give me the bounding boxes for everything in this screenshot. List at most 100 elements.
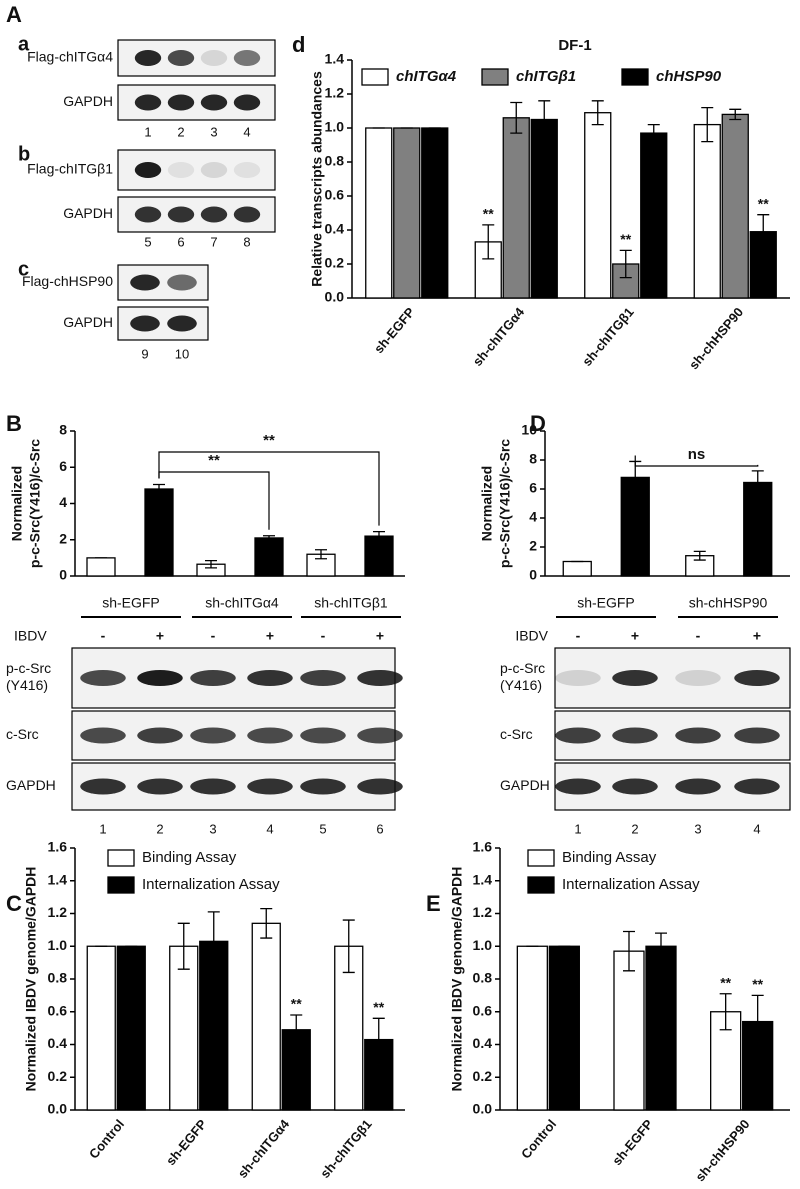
- group-label: sh-chHSP90: [689, 595, 768, 611]
- y-tick-label: 1.6: [473, 839, 493, 855]
- x-tick-label: sh-chITGα4: [470, 304, 528, 369]
- legend-label: chHSP90: [656, 68, 722, 85]
- bar: [116, 945, 146, 1111]
- significance: **: [291, 996, 302, 1012]
- error-bar: [205, 559, 217, 569]
- band: [734, 778, 780, 795]
- y-tick-label: 0: [529, 567, 537, 583]
- band: [200, 206, 228, 223]
- bar: [530, 118, 558, 299]
- y-tick-label: 0.4: [325, 221, 345, 237]
- band: [137, 670, 183, 686]
- error-bar: [751, 470, 764, 495]
- lane-number: 1: [574, 821, 581, 836]
- significance: **: [483, 206, 494, 222]
- lane-number: 4: [266, 821, 273, 836]
- lane-number: 8: [243, 234, 250, 249]
- legend-label: Internalization Assay: [562, 876, 700, 893]
- lane-number: 7: [210, 234, 217, 249]
- band: [80, 778, 126, 795]
- bracket: [158, 471, 270, 530]
- y-axis-label: p-c-Src(Y416)/c-Src: [27, 439, 43, 568]
- row-label: c-Src: [500, 726, 533, 742]
- y-tick-label: 1.6: [48, 839, 68, 855]
- row-label: Flag-chHSP90: [22, 273, 113, 289]
- band: [233, 94, 261, 111]
- band: [300, 727, 346, 744]
- row-label: (Y416): [6, 677, 48, 693]
- treatment-sign: -: [696, 628, 701, 644]
- bar: [645, 945, 677, 1111]
- bar: [613, 950, 645, 1111]
- band: [134, 162, 162, 178]
- y-tick-label: 0.8: [325, 153, 345, 169]
- error-bar: [153, 483, 165, 495]
- row-label: GAPDH: [63, 93, 113, 109]
- legend-swatch: [527, 876, 555, 894]
- x-tick-label: sh-EGFP: [371, 304, 418, 356]
- y-tick-label: 8: [59, 422, 67, 438]
- band: [233, 206, 261, 223]
- bar: [584, 112, 612, 299]
- y-tick-label: 8: [529, 451, 537, 467]
- bar: [562, 560, 592, 577]
- y-axis-label: Normalized IBDV genome/GAPDH: [449, 867, 465, 1092]
- error-bar: [482, 224, 495, 260]
- treatment-sign: -: [101, 628, 106, 644]
- error-bar: [342, 919, 355, 974]
- legend-label: Internalization Assay: [142, 876, 280, 893]
- panel-label: a: [18, 33, 30, 55]
- x-tick-label: sh-chHSP90: [686, 304, 746, 372]
- band: [675, 778, 721, 795]
- lane-number: 1: [144, 124, 151, 139]
- band: [555, 670, 601, 686]
- lane-number: 5: [144, 234, 151, 249]
- band: [80, 727, 126, 744]
- lane-number: 4: [243, 124, 250, 139]
- significance: **: [758, 195, 769, 211]
- lane-number: 3: [210, 124, 217, 139]
- row-label: GAPDH: [63, 205, 113, 221]
- panel-label: C: [6, 891, 22, 916]
- error-bar: [619, 249, 632, 279]
- band: [612, 727, 658, 744]
- treatment-sign: +: [631, 628, 639, 644]
- row-label: Flag-chITGα4: [27, 49, 113, 65]
- band: [200, 94, 228, 111]
- band: [247, 778, 293, 795]
- y-tick-label: 1.2: [473, 904, 493, 920]
- bar: [86, 557, 116, 577]
- band: [357, 727, 403, 744]
- error-bar: [623, 930, 635, 972]
- lane-number: 3: [209, 821, 216, 836]
- chart-title: DF-1: [558, 37, 591, 54]
- legend-swatch: [527, 849, 555, 867]
- y-tick-label: 2: [59, 530, 67, 546]
- bracket-label: ns: [688, 446, 706, 463]
- legend-swatch: [361, 68, 389, 86]
- band: [130, 274, 160, 291]
- band: [190, 727, 236, 744]
- bar: [254, 537, 284, 577]
- panel-label: B: [6, 411, 22, 436]
- bar: [640, 132, 668, 299]
- band: [247, 727, 293, 744]
- band: [357, 670, 403, 686]
- band: [137, 727, 183, 744]
- error-bar: [757, 214, 770, 250]
- y-tick-label: 0.6: [473, 1002, 493, 1018]
- band: [555, 778, 601, 795]
- row-label: p-c-Src: [500, 660, 545, 676]
- band: [134, 94, 162, 111]
- y-tick-label: 1.2: [48, 904, 68, 920]
- error-bar: [263, 535, 275, 541]
- y-tick-label: 0.2: [48, 1068, 68, 1084]
- y-tick-label: 0.8: [473, 970, 493, 986]
- legend-label: chITGα4: [396, 68, 457, 85]
- bar: [393, 127, 421, 299]
- treatment-sign: +: [376, 628, 384, 644]
- lane-number: 2: [177, 124, 184, 139]
- bar: [421, 127, 449, 299]
- bar: [144, 488, 174, 577]
